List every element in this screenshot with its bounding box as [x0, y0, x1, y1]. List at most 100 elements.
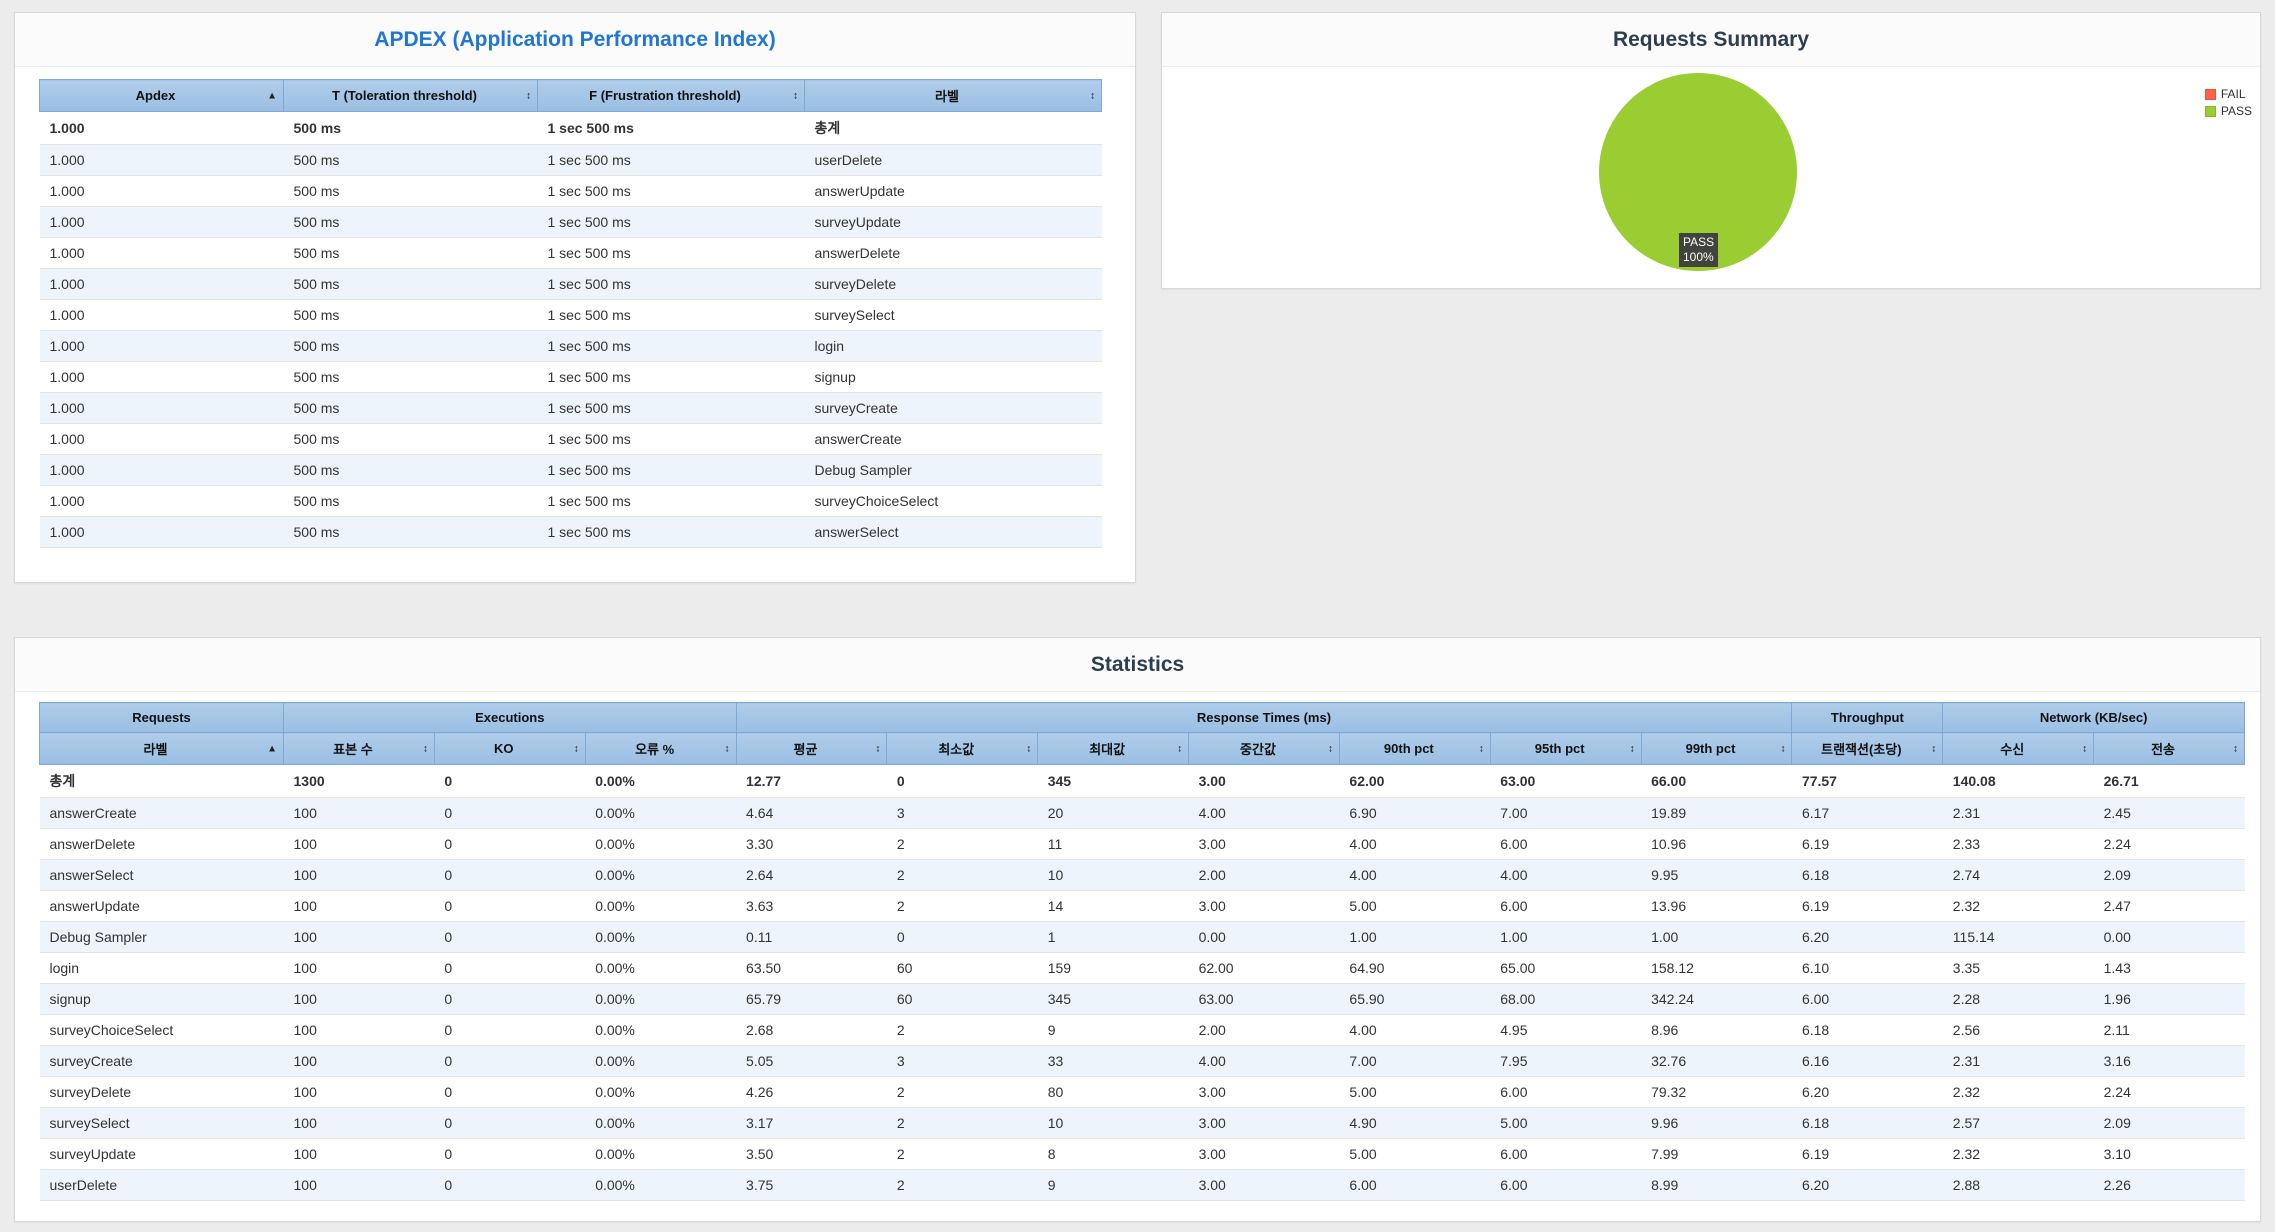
apdex-panel-body: Apdex ▲ T (Toleration threshold) ↕ F (Frustr… — [15, 67, 1135, 582]
table-cell: 0.00% — [585, 983, 737, 1015]
table-cell: 2 — [886, 828, 1038, 860]
column-header[interactable]: T (Toleration threshold) ↕ — [283, 79, 538, 112]
table-cell: 2.64 — [736, 859, 887, 891]
sort-toggle-icon: ↕ — [2233, 743, 2238, 754]
column-label: 전송 — [2151, 742, 2176, 757]
table-row: 1.000 500 ms 1 sec 500 ms surveyDelete — [39, 268, 1102, 300]
table-cell: 4.00 — [1339, 1014, 1491, 1046]
column-header[interactable]: F (Frustration threshold) ↕ — [537, 79, 805, 112]
table-cell: 6.90 — [1339, 797, 1491, 829]
table-cell: surveyChoiceSelect — [39, 1014, 284, 1046]
column-header[interactable]: 99th pct ↕ — [1640, 732, 1793, 765]
table-cell: 0.11 — [736, 921, 887, 953]
table-cell: 13.96 — [1641, 890, 1792, 922]
table-cell: 2.00 — [1188, 859, 1340, 891]
apdex-table-body: 1.000 500 ms 1 sec 500 ms 총계 1.000 500 ms 1 se… — [39, 111, 1102, 548]
table-cell: 2.56 — [1942, 1014, 2094, 1046]
legend-item-fail[interactable]: FAIL — [2204, 87, 2252, 101]
table-cell: 4.00 — [1490, 859, 1642, 891]
table-cell: 0.00% — [585, 890, 737, 922]
column-header[interactable]: 평균 ↕ — [735, 732, 888, 765]
column-header[interactable]: 표본 수 ↕ — [283, 732, 435, 765]
sort-ascending-icon: ▲ — [267, 90, 277, 101]
table-cell: 500 ms — [283, 206, 538, 238]
stats-table-body: 총계 1300 0 0.00% 12.77 0 345 3.00 62.00 63.00 66.00… — [39, 764, 2245, 1201]
table-cell: 1 sec 500 ms — [537, 268, 805, 300]
legend-item-pass[interactable]: PASS — [2204, 104, 2252, 118]
table-cell: 2.47 — [2093, 890, 2245, 922]
sort-toggle-icon: ↕ — [793, 90, 798, 101]
table-cell: surveySelect — [39, 1107, 284, 1139]
table-cell: 1 sec 500 ms — [537, 237, 805, 269]
column-label: 최대값 — [1089, 742, 1126, 757]
column-header[interactable]: KO ↕ — [433, 732, 586, 765]
column-header[interactable]: 최소값 ↕ — [886, 732, 1039, 765]
column-header[interactable]: Apdex ▲ — [39, 79, 284, 112]
table-cell: 6.00 — [1339, 1169, 1491, 1201]
column-label: 표본 수 — [333, 742, 373, 757]
table-cell: 500 ms — [283, 361, 538, 393]
table-row: 1.000 500 ms 1 sec 500 ms 총계 — [39, 111, 1102, 145]
table-cell: 2 — [886, 859, 1038, 891]
table-cell: 66.00 — [1641, 764, 1792, 798]
column-group: Throughput — [1791, 702, 1944, 733]
column-header[interactable]: 트랜잭션(초당) ↕ — [1791, 732, 1944, 765]
column-header[interactable]: 라벨 ▲ — [39, 732, 284, 765]
column-header[interactable]: 전송 ↕ — [2093, 732, 2245, 765]
table-cell: 20 — [1037, 797, 1189, 829]
column-header[interactable]: 중간값 ↕ — [1188, 732, 1340, 765]
requests-pie-chart[interactable]: PASS 100% — [1599, 73, 1797, 271]
table-row: surveySelect 100 0 0.00% 3.17 2 10 3.00 4.90 5.00… — [39, 1107, 2245, 1139]
column-header[interactable]: 95th pct ↕ — [1489, 732, 1642, 765]
table-cell: 1.000 — [39, 392, 284, 424]
table-cell: Debug Sampler — [39, 921, 284, 953]
sort-toggle-icon: ↕ — [875, 743, 881, 754]
table-cell: 100 — [283, 1138, 435, 1170]
table-cell: 0.00% — [585, 952, 737, 984]
table-cell: surveyCreate — [39, 1045, 284, 1077]
table-cell: 4.90 — [1339, 1107, 1491, 1139]
table-cell: 19.89 — [1641, 797, 1792, 829]
table-cell: 1.000 — [39, 454, 284, 486]
table-cell: 0.00% — [585, 921, 737, 953]
column-header-row: Apdex ▲ T (Toleration threshold) ↕ F (Frustr… — [39, 79, 1102, 112]
table-cell: 2.32 — [1942, 1138, 2094, 1170]
sort-toggle-icon: ↕ — [1478, 743, 1484, 754]
table-cell: 6.00 — [1791, 983, 1943, 1015]
table-cell: 6.18 — [1791, 859, 1943, 891]
table-cell: 100 — [283, 1169, 435, 1201]
table-cell: 500 ms — [283, 299, 538, 331]
table-cell: 총계 — [39, 764, 284, 798]
column-label: 수신 — [2000, 742, 2025, 757]
table-row: answerSelect 100 0 0.00% 2.64 2 10 2.00 4.00 4.00… — [39, 859, 2245, 891]
table-row: signup 100 0 0.00% 65.79 60 345 63.00 65.90 68.00… — [39, 983, 2245, 1015]
table-cell: 10.96 — [1641, 828, 1792, 860]
table-cell: 10 — [1037, 1107, 1189, 1139]
sort-toggle-icon: ↕ — [1780, 743, 1786, 754]
table-cell: 100 — [283, 797, 435, 829]
table-cell: 0 — [434, 797, 586, 829]
column-header[interactable]: 오류 % ↕ — [584, 732, 737, 765]
table-cell: 2.32 — [1942, 890, 2094, 922]
table-cell: 0.00% — [585, 1169, 737, 1201]
table-cell: 68.00 — [1490, 983, 1642, 1015]
table-cell: 2 — [886, 1138, 1038, 1170]
table-cell: 1 sec 500 ms — [537, 361, 805, 393]
table-cell: 6.19 — [1791, 1138, 1943, 1170]
table-cell: 0.00 — [1188, 921, 1340, 953]
column-header[interactable]: 라벨 ↕ — [804, 79, 1102, 112]
column-header[interactable]: 수신 ↕ — [1942, 732, 2095, 765]
table-cell: 0 — [434, 1107, 586, 1139]
column-group: Requests — [39, 702, 284, 733]
column-header[interactable]: 최대값 ↕ — [1037, 732, 1190, 765]
column-label: 평균 — [793, 742, 818, 757]
column-header[interactable]: 90th pct ↕ — [1338, 732, 1491, 765]
table-cell: 100 — [283, 921, 435, 953]
column-label: 라벨 — [935, 89, 959, 104]
table-cell: 500 ms — [283, 423, 538, 455]
table-cell: 32.76 — [1641, 1045, 1792, 1077]
table-cell: 1 sec 500 ms — [537, 516, 805, 548]
table-cell: 6.20 — [1791, 1076, 1943, 1108]
table-cell: 500 ms — [283, 516, 538, 548]
table-cell: 1.000 — [39, 485, 284, 517]
